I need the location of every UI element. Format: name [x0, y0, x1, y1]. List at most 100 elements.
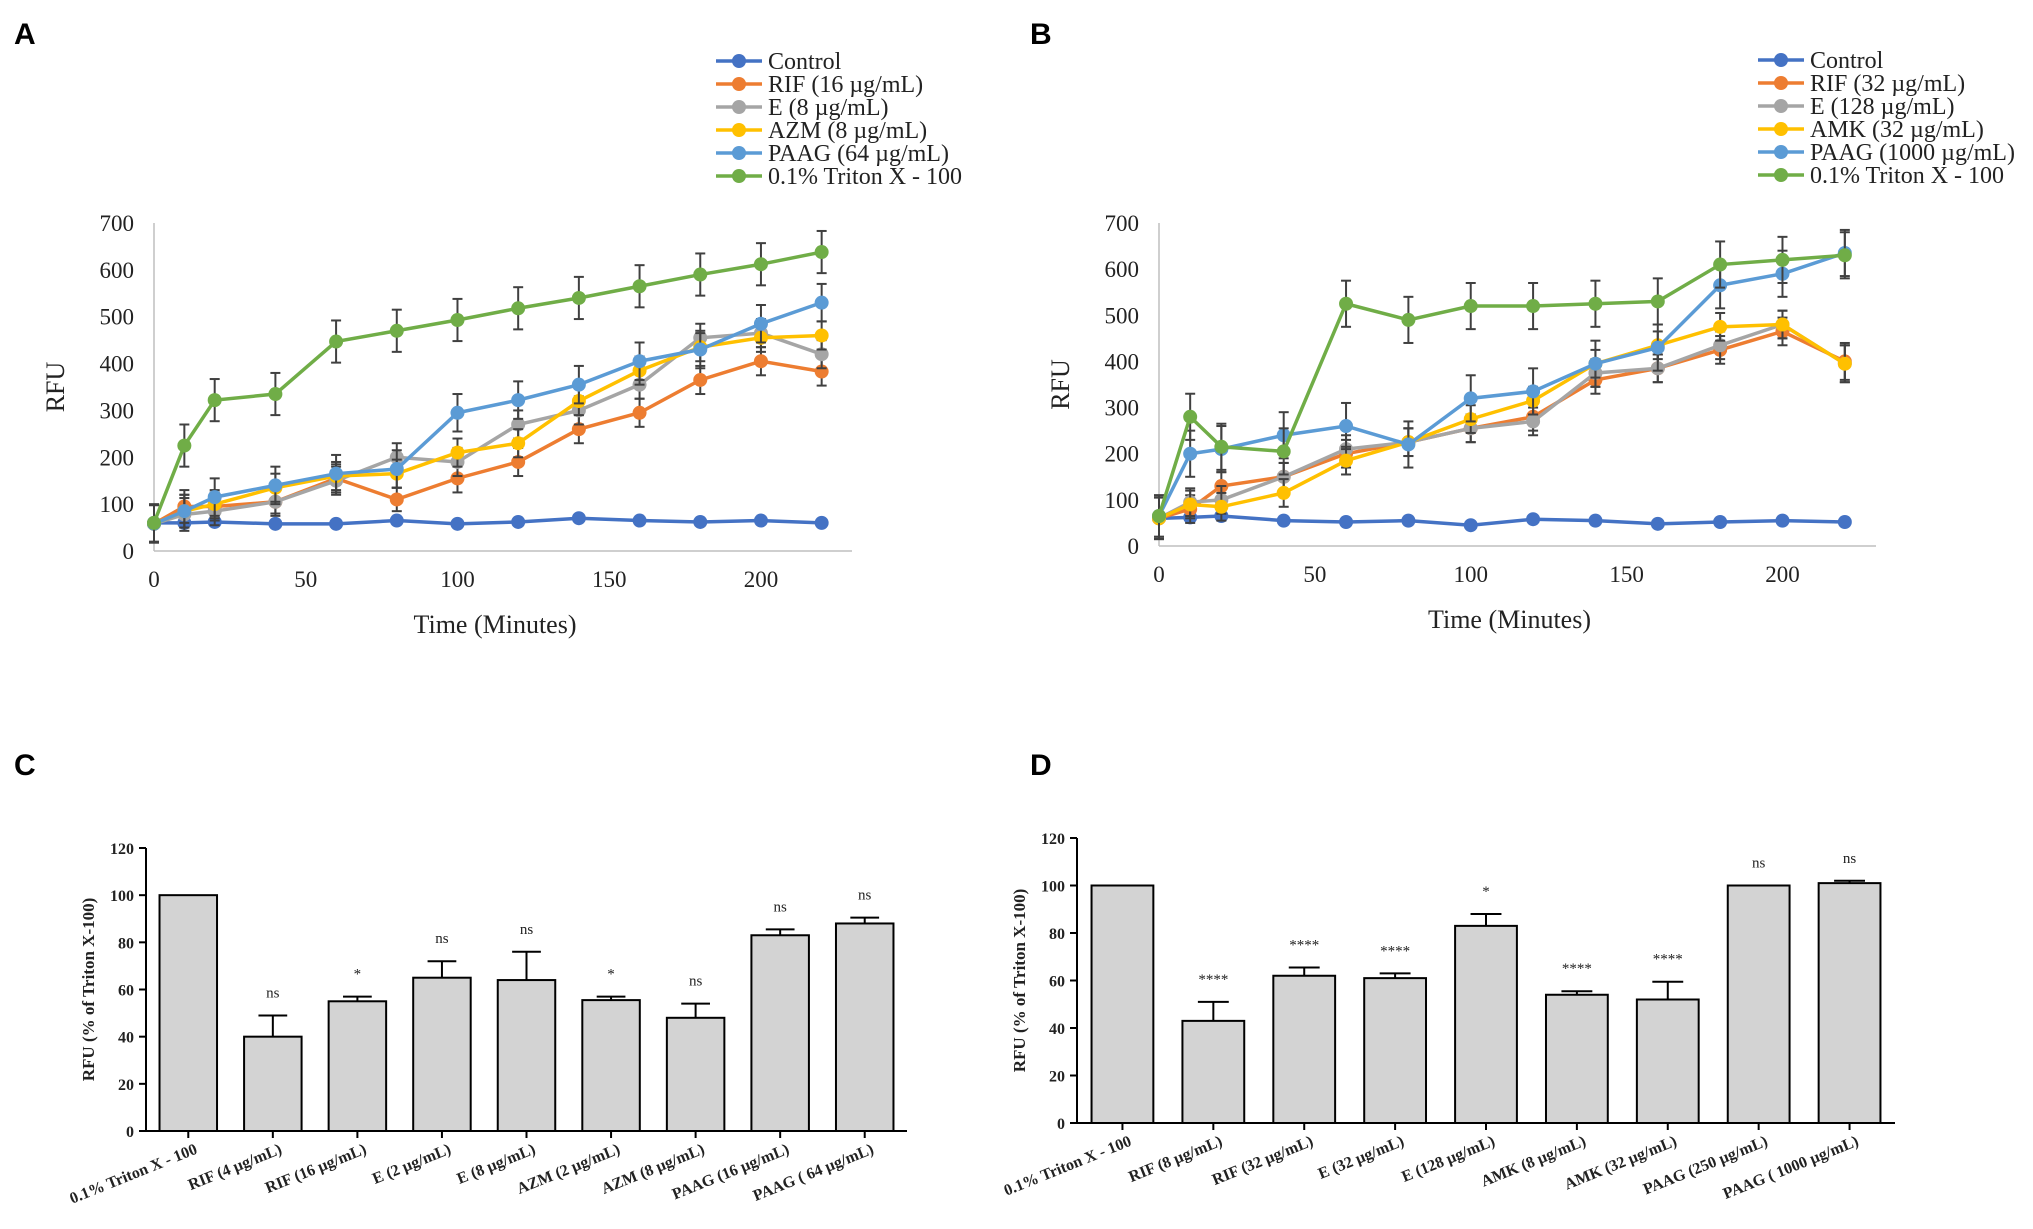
data-point [1775, 252, 1790, 267]
legend-swatch-marker [1774, 122, 1788, 136]
bar [1454, 924, 1518, 1124]
legend-label: 0.1% Triton X - 100 [1810, 163, 2004, 189]
data-point [511, 514, 526, 529]
data-point [207, 490, 222, 505]
bar [1272, 974, 1337, 1124]
data-point [1463, 518, 1478, 533]
data-point [814, 347, 829, 362]
legend-swatch-marker [732, 169, 746, 183]
data-point [753, 513, 768, 528]
legend-swatch-marker [732, 100, 746, 114]
y-tick-label: 120 [1041, 831, 1065, 848]
data-point [693, 514, 708, 529]
y-tick-label: 100 [110, 888, 134, 905]
bar [581, 999, 641, 1132]
series-5 [147, 229, 829, 543]
bar [1817, 882, 1882, 1124]
x-tick-label: 200 [1765, 562, 1800, 587]
data-point [268, 478, 283, 493]
data-point [1463, 299, 1478, 314]
data-point [268, 387, 283, 402]
significance-label: ns [689, 974, 703, 990]
y-tick-label: 600 [1105, 257, 1140, 282]
data-point [1837, 356, 1852, 371]
data-point [450, 405, 465, 420]
y-tick-label: 400 [100, 352, 135, 377]
series-line [152, 250, 822, 524]
y-tick-label: 500 [100, 305, 135, 330]
legend-swatch-marker [732, 123, 746, 137]
significance-label: ns [773, 899, 787, 915]
series-3 [147, 320, 829, 544]
data-point [1183, 409, 1198, 424]
panel-label-c: C [14, 749, 36, 782]
data-point [1401, 513, 1416, 528]
data-point [632, 279, 647, 294]
data-point [329, 334, 344, 349]
y-tick-label: 100 [1041, 879, 1065, 896]
legend-label: E (8 µg/mL) [768, 95, 888, 121]
line-chart-a: 0 100 200 300 400 500 600 700 0 50 100 150 200 Time (… [41, 49, 962, 639]
bar-chart-c: 0 20 40 60 80 100 120 RFU (% of Triton X-100) 0.… [67, 841, 907, 1208]
significance-label: **** [1380, 943, 1410, 959]
data-point [1588, 513, 1603, 528]
y-tick-label: 500 [1105, 303, 1140, 328]
data-point [177, 504, 192, 519]
data-point [753, 354, 768, 369]
data-point [1526, 414, 1541, 429]
data-point [571, 422, 586, 437]
data-point [511, 417, 526, 432]
data-point [389, 492, 404, 507]
data-point [268, 516, 283, 531]
data-point [450, 471, 465, 486]
bar [1544, 993, 1609, 1124]
data-point [1339, 453, 1354, 468]
data-point [1713, 338, 1728, 353]
bar [1363, 977, 1428, 1124]
legend-label: RIF (16 µg/mL) [768, 72, 923, 98]
bar [750, 934, 810, 1133]
series-0 [1152, 509, 1852, 533]
data-point [1526, 299, 1541, 314]
data-point [814, 328, 829, 343]
panel-label-a: A [14, 18, 36, 51]
x-tick-label: 100 [440, 567, 475, 592]
data-point [450, 516, 465, 531]
series-0 [147, 511, 829, 531]
x-axis-title: Time (Minutes) [1428, 605, 1591, 634]
data-point [1526, 512, 1541, 527]
series-line [154, 516, 822, 526]
significance-label: * [607, 967, 615, 983]
data-point [511, 454, 526, 469]
bar [834, 922, 895, 1133]
bar [1726, 884, 1791, 1124]
legend-label: RIF (32 µg/mL) [1810, 71, 1965, 97]
y-tick-label: 120 [110, 841, 134, 858]
bar [496, 979, 557, 1132]
legend-label: 0.1% Triton X - 100 [768, 164, 962, 190]
data-point [753, 257, 768, 272]
data-point [571, 511, 586, 526]
data-point [1276, 444, 1291, 459]
data-point [1276, 513, 1291, 528]
data-point [632, 354, 647, 369]
y-axis-title: RFU (% of Triton X-100) [1010, 889, 1029, 1073]
data-point [389, 513, 404, 528]
x-tick-label: RIF (8 µg/mL) [1126, 1133, 1224, 1186]
data-point [693, 267, 708, 282]
y-tick-label: 0 [1057, 1116, 1065, 1133]
data-point [450, 445, 465, 460]
series-1 [1152, 316, 1852, 541]
y-tick-label: 700 [100, 211, 135, 236]
data-point [1214, 439, 1229, 454]
legend-label: AZM (8 µg/mL) [768, 118, 927, 144]
significance-label: **** [1653, 952, 1683, 968]
data-point [1183, 497, 1198, 512]
legend-swatch-marker [1774, 99, 1788, 113]
data-point [1401, 437, 1416, 452]
significance-label: * [1482, 884, 1490, 900]
bar [412, 976, 472, 1132]
y-tick-label: 300 [100, 398, 135, 423]
y-tick-label: 0 [126, 1124, 134, 1141]
